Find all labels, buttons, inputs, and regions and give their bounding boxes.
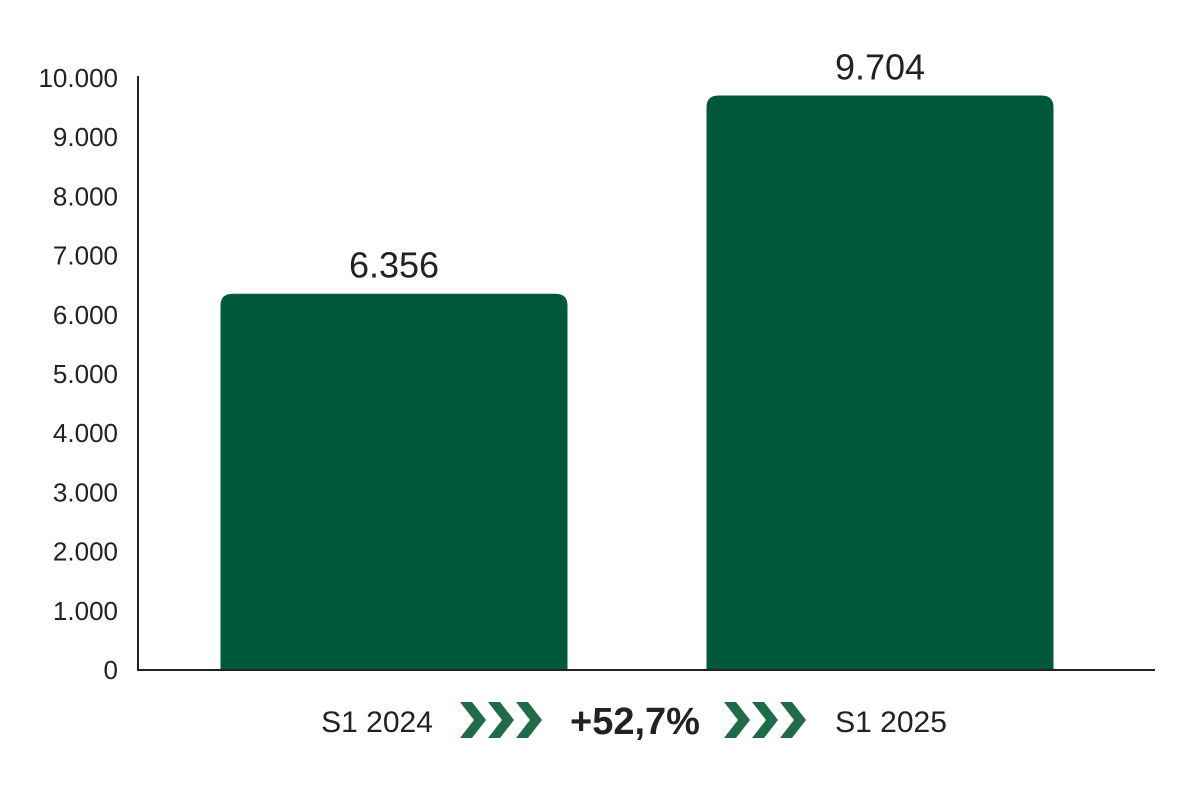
chevron-arrows-icon	[460, 702, 542, 738]
chevron-icon	[752, 702, 778, 738]
y-tick-label: 2.000	[53, 537, 118, 567]
growth-percentage-label: +52,7%	[570, 701, 700, 743]
y-tick-label: 4.000	[53, 418, 118, 448]
y-tick-label: 9.000	[53, 122, 118, 152]
bars	[220, 95, 1054, 671]
y-tick-label: 3.000	[53, 477, 118, 507]
chevron-icon	[724, 702, 750, 738]
y-tick-label: 10.000	[38, 63, 118, 93]
data-label: 6.356	[349, 245, 439, 286]
chevron-icon	[516, 702, 542, 738]
chevron-icon	[460, 702, 486, 738]
value-labels: 6.356 9.704	[349, 47, 925, 286]
chevron-icon	[780, 702, 806, 738]
data-label: 9.704	[835, 47, 925, 88]
y-tick-label: 7.000	[53, 241, 118, 271]
y-tick-label: 5.000	[53, 359, 118, 389]
chevron-icon	[488, 702, 514, 738]
y-tick-label: 0	[104, 655, 118, 685]
y-tick-label: 6.000	[53, 300, 118, 330]
bar-s1-2025	[706, 95, 1054, 671]
y-tick-label: 1.000	[53, 596, 118, 626]
x-tick-label-s1-2024: S1 2024	[321, 706, 433, 739]
comparison-row: S1 2024 +52,7% S1 2025	[321, 701, 947, 743]
y-tick-label: 8.000	[53, 181, 118, 211]
chevron-arrows-icon	[724, 702, 806, 738]
bar-s1-2024	[220, 293, 568, 670]
x-tick-label-s1-2025: S1 2025	[835, 706, 947, 739]
y-axis-ticks: 0 1.000 2.000 3.000 4.000 5.000 6.000 7.000 8.00…	[38, 63, 118, 685]
